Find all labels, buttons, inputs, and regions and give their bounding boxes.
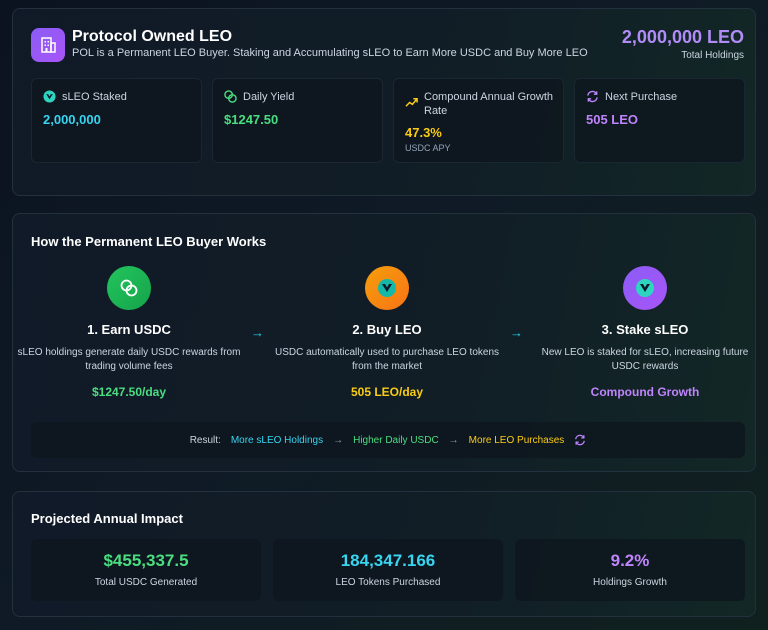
coins-icon	[107, 266, 151, 310]
stat-label: Daily Yield	[243, 91, 295, 103]
step-stake-sleo: 3. Stake sLEO New LEO is staked for sLEO…	[529, 266, 761, 399]
result-item: Higher Daily USDC	[353, 434, 439, 446]
step-description: USDC automatically used to purchase LEO …	[275, 347, 499, 372]
leo-shield-icon	[43, 90, 56, 103]
step-title: 3. Stake sLEO	[601, 322, 689, 337]
total-holdings-label: Total Holdings	[681, 50, 744, 61]
impact-card-growth: 9.2% Holdings Growth	[515, 539, 745, 601]
step-description: New LEO is staked for sLEO, increasing f…	[541, 347, 749, 372]
section-title: How the Permanent LEO Buyer Works	[31, 234, 267, 249]
step-title: 2. Buy LEO	[352, 322, 422, 337]
step-value: $1247.50/day	[91, 385, 167, 399]
impact-card-leo: 184,347.166 LEO Tokens Purchased	[273, 539, 503, 601]
arrow-right-icon: →	[510, 325, 523, 340]
stat-card-cagr: Compound Annual Growth Rate 47.3% USDC A…	[393, 78, 564, 163]
stat-value: 505 LEO	[586, 112, 639, 127]
impact-value: 184,347.166	[340, 551, 436, 570]
leo-token-icon	[365, 266, 409, 310]
stat-card-daily-yield: Daily Yield $1247.50	[212, 78, 383, 163]
pol-overview-panel: Protocol Owned LEO POL is a Permanent LE…	[12, 8, 756, 196]
impact-label: Holdings Growth	[593, 577, 667, 588]
arrow-right-icon: →	[251, 325, 264, 340]
result-item: More LEO Purchases	[468, 434, 565, 446]
arrow-right-icon: →	[448, 434, 459, 446]
result-item: More sLEO Holdings	[230, 434, 324, 446]
total-holdings-value: 2,000,000 LEO	[621, 27, 744, 47]
stat-card-next-purchase: Next Purchase 505 LEO	[574, 78, 745, 163]
stat-value: $1247.50	[224, 112, 279, 127]
page-title: Protocol Owned LEO	[72, 28, 233, 45]
impact-label: Total USDC Generated	[94, 577, 198, 588]
page-subtitle: POL is a Permanent LEO Buyer. Staking an…	[72, 47, 588, 59]
stat-value: 47.3%	[405, 125, 442, 140]
impact-label: LEO Tokens Purchased	[335, 577, 441, 588]
impact-card-usdc: $455,337.5 Total USDC Generated	[31, 539, 261, 601]
step-title: 1. Earn USDC	[87, 322, 171, 337]
stat-label: sLEO Staked	[62, 91, 127, 103]
step-buy-leo: 2. Buy LEO USDC automatically used to pu…	[271, 266, 503, 399]
stat-sublabel: USDC APY	[405, 143, 451, 153]
leo-shield-icon	[623, 266, 667, 310]
refresh-icon	[575, 434, 586, 446]
trending-up-icon	[405, 98, 418, 107]
result-bar: Result: More sLEO Holdings → Higher Dail…	[31, 422, 745, 458]
stat-card-sleo-staked: sLEO Staked 2,000,000	[31, 78, 202, 163]
step-description: sLEO holdings generate daily USDC reward…	[17, 347, 241, 372]
coins-icon	[224, 90, 237, 103]
section-title: Projected Annual Impact	[31, 511, 183, 526]
impact-value: 9.2%	[610, 551, 650, 570]
building-icon	[31, 28, 65, 62]
step-value: Compound Growth	[590, 385, 700, 399]
how-it-works-panel: How the Permanent LEO Buyer Works 1. Ear…	[12, 213, 756, 472]
arrow-right-icon: →	[333, 434, 344, 446]
refresh-icon	[587, 90, 598, 103]
stat-value: 2,000,000	[43, 112, 101, 127]
impact-value: $455,337.5	[103, 551, 189, 570]
result-label: Result:	[189, 434, 221, 446]
stat-label: Compound Annual Growth Rate	[424, 91, 554, 117]
projected-impact-panel: Projected Annual Impact $455,337.5 Total…	[12, 491, 756, 617]
step-earn-usdc: 1. Earn USDC sLEO holdings generate dail…	[13, 266, 245, 399]
stat-label: Next Purchase	[605, 91, 678, 103]
step-value: 505 LEO/day	[350, 385, 424, 399]
